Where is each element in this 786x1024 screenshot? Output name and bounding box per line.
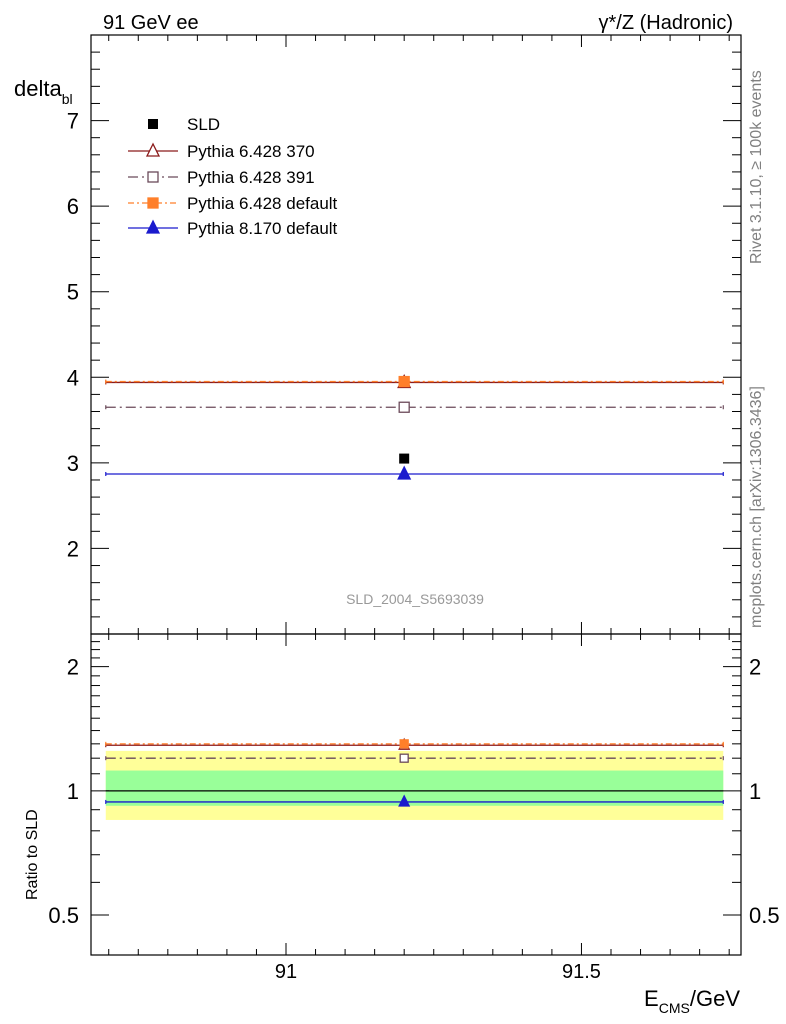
ratio-frame: [90, 633, 742, 956]
x-axis-label: ECMS/GeV: [644, 986, 740, 1016]
legend-pythia-6-428-391-marker: [147, 171, 159, 183]
ratio-ylabel: Ratio to SLD: [24, 809, 41, 900]
plot-frames: [90, 34, 742, 956]
legend: SLD Pythia 6.428 370 Pythia 6.428 391 Pythi…: [128, 115, 338, 238]
main-pythia-8-170-default-point: [397, 465, 412, 480]
header-right: γ*/Z (Hadronic): [599, 12, 733, 34]
legend-pythia-6-428-370-marker: [145, 142, 161, 157]
ratio-pythia-8-170-default-point: [398, 794, 411, 807]
main-y-tick-label: 6: [67, 194, 79, 219]
main-sld-point: [399, 453, 410, 464]
legend-label: Pythia 8.170 default: [187, 219, 338, 238]
legend-sld-marker: [148, 119, 158, 129]
series-layer: [105, 373, 724, 807]
main-y-tick-label: 5: [67, 280, 79, 305]
tick-layer: 91 91.5 2 3 4 5 6 7 0.5 0.5 1 1 2 2: [48, 35, 780, 983]
legend-label: Pythia 6.428 391: [187, 168, 315, 187]
ratio-y-tick-label-right: 0.5: [749, 903, 780, 928]
ratio-pythia-6-428-default-point: [399, 739, 409, 749]
main-y-tick-label: 3: [67, 451, 79, 476]
legend-pythia-8-170-default-marker: [145, 219, 161, 234]
main-y-tick-label: 4: [67, 365, 79, 390]
analysis-watermark: SLD_2004_S5693039: [346, 591, 484, 607]
rivet-label: Rivet 3.1.10, ≥ 100k events: [748, 70, 765, 264]
main-y-tick-label: 7: [67, 109, 79, 134]
main-pythia-6-428-391-point: [398, 401, 410, 413]
band-green: [105, 770, 724, 806]
ratio-y-tick-label-left: 1: [67, 779, 79, 804]
main-pythia-6-428-default-point: [398, 375, 410, 388]
ratio-pythia-6-428-391-point: [399, 753, 409, 763]
ratio-bands: [105, 750, 724, 820]
ratio-y-tick-label-right: 1: [749, 779, 761, 804]
legend-label: Pythia 6.428 default: [187, 194, 338, 213]
mcplots-label: mcplots.cern.ch [arXiv:1306.3436]: [748, 386, 765, 628]
x-tick-label: 91: [275, 961, 297, 983]
legend-label: SLD: [187, 115, 220, 134]
ratio-y-tick-label-right: 2: [749, 655, 761, 680]
x-tick-label: 91.5: [562, 961, 601, 983]
ratio-y-tick-label-left: 2: [67, 655, 79, 680]
main-ylabel: deltabl: [14, 76, 73, 107]
legend-label: Pythia 6.428 370: [187, 142, 315, 161]
ratio-y-tick-label-left: 0.5: [48, 903, 79, 928]
main-y-tick-label: 2: [67, 536, 79, 561]
header-left: 91 GeV ee: [103, 12, 199, 34]
legend-pythia-6-428-default-marker: [147, 197, 159, 209]
